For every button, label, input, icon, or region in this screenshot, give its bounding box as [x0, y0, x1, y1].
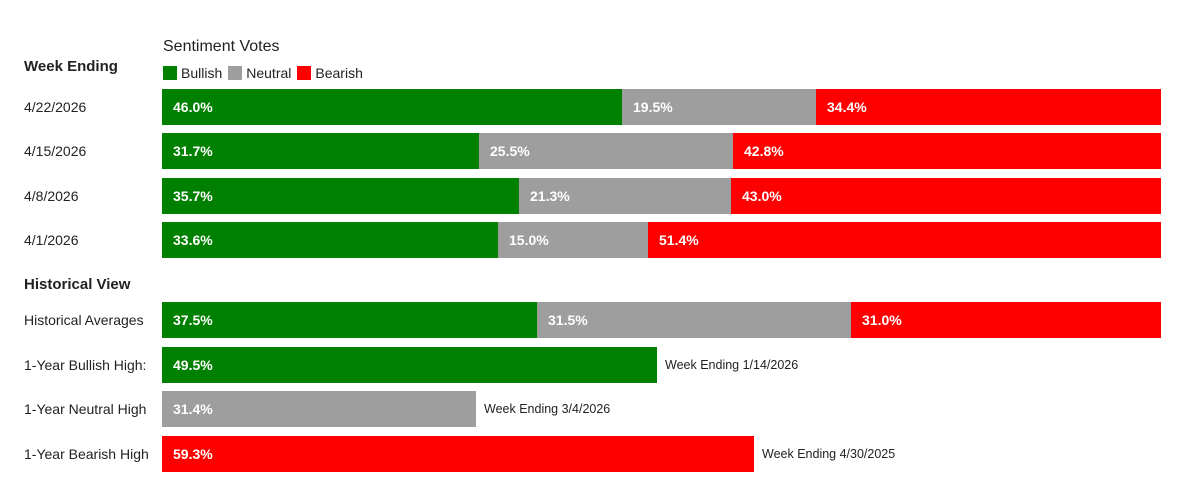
row-label-neutral-high: 1-Year Neutral High [24, 401, 147, 417]
bar-segment-bearish: 43.0% [731, 178, 1161, 214]
row-label-week-3: 4/8/2026 [24, 188, 79, 204]
note-bearish-high: Week Ending 4/30/2025 [762, 447, 896, 461]
bar-segment-bearish-high: 59.3% [162, 436, 754, 472]
legend-item-bearish: Bearish [297, 65, 363, 81]
bar-segment-bearish: 34.4% [816, 89, 1161, 125]
row-label-bearish-high: 1-Year Bearish High [24, 446, 149, 462]
week-ending-header: Week Ending [24, 58, 118, 75]
row-label-bullish-high: 1-Year Bullish High: [24, 357, 147, 373]
bar-segment-neutral: 19.5% [622, 89, 817, 125]
bar-segment-bullish: 33.6% [162, 222, 498, 258]
legend-item-neutral: Neutral [228, 65, 291, 81]
bar-segment-bearish: 42.8% [733, 133, 1161, 169]
bar-segment-bearish: 31.0% [851, 302, 1161, 338]
bar-segment-bullish: 46.0% [162, 89, 622, 125]
historical-view-header: Historical View [24, 276, 131, 293]
bar-segment-neutral: 15.0% [498, 222, 648, 258]
bar-segment-neutral-high: 31.4% [162, 391, 476, 427]
legend-label-bearish: Bearish [315, 65, 363, 81]
legend-label-neutral: Neutral [246, 65, 292, 81]
bar-segment-bullish: 31.7% [162, 133, 479, 169]
bar-segment-bullish: 35.7% [162, 178, 519, 214]
legend-swatch-bullish [163, 66, 177, 80]
note-neutral-high: Week Ending 3/4/2026 [484, 402, 611, 416]
bar-segment-bearish: 51.4% [648, 222, 1161, 258]
bar-segment-neutral: 21.3% [519, 178, 732, 214]
legend-swatch-neutral [228, 66, 243, 80]
bar-segment-bullish-high: 49.5% [162, 347, 657, 383]
row-label-week-1: 4/22/2026 [24, 99, 87, 115]
row-label-week-2: 4/15/2026 [24, 143, 87, 159]
row-label-week-4: 4/1/2026 [24, 232, 79, 248]
bar-segment-bullish: 37.5% [162, 302, 537, 338]
bar-segment-neutral: 31.5% [537, 302, 852, 338]
legend-label-bullish: Bullish [181, 65, 223, 81]
legend-item-bullish: Bullish [163, 65, 222, 81]
row-label-historical-averages: Historical Averages [24, 312, 144, 328]
legend-title: Sentiment Votes [163, 38, 280, 55]
note-bullish-high: Week Ending 1/14/2026 [665, 358, 799, 372]
bar-segment-neutral: 25.5% [479, 133, 734, 169]
legend: Bullish Neutral Bearish [163, 65, 369, 81]
legend-swatch-bearish [297, 66, 312, 80]
